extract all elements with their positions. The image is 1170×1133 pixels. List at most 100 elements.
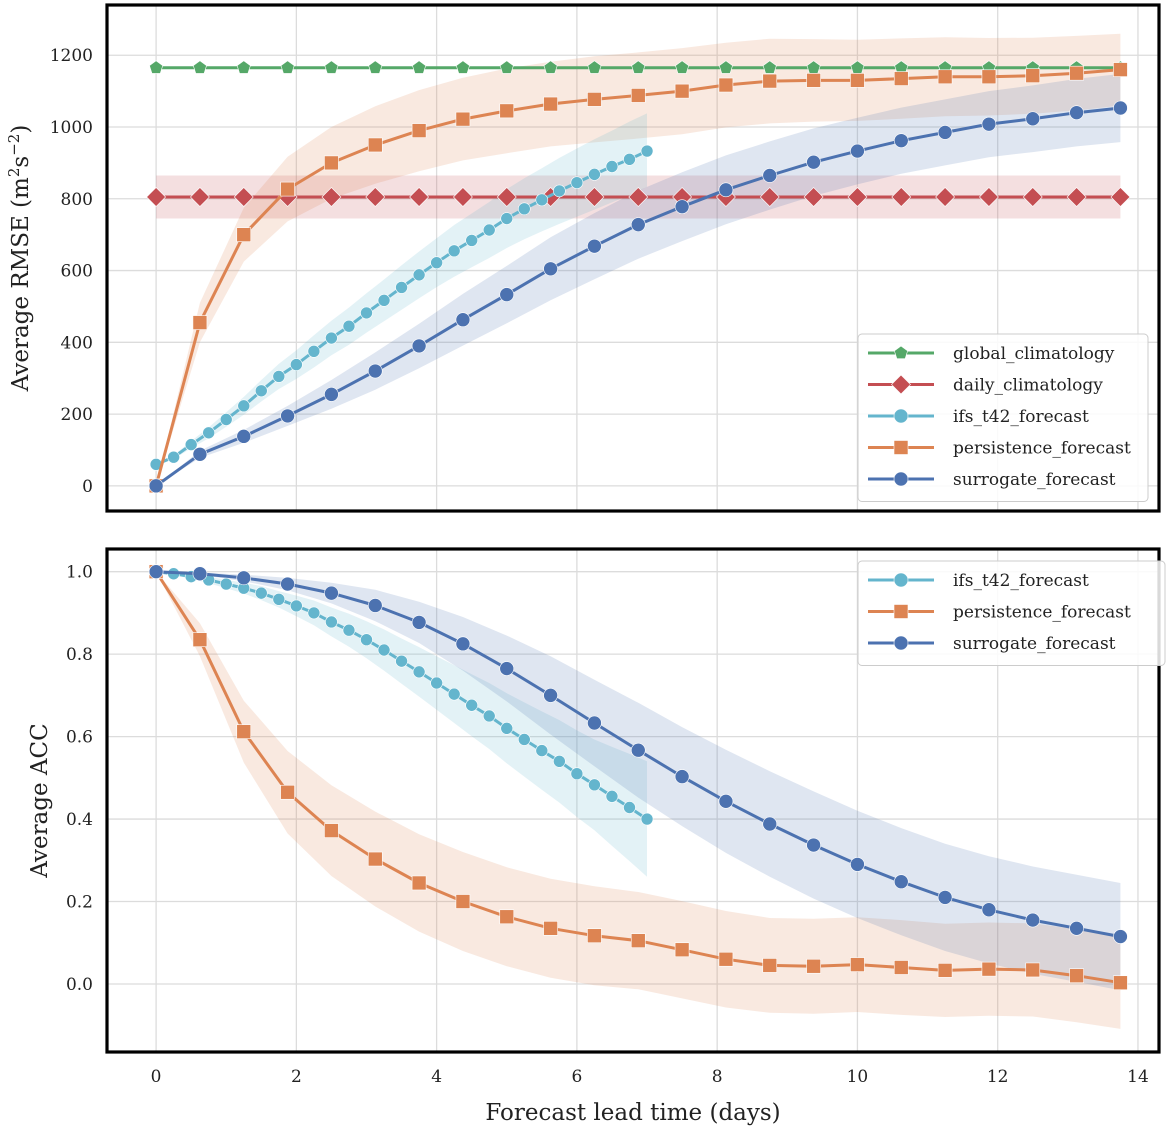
persistence_forecast-point [718,951,734,967]
persistence_forecast-point [543,96,558,112]
surrogate_forecast-point [1113,929,1128,944]
persistence_forecast-point [499,103,515,119]
y-tick-label: 800 [61,190,93,210]
surrogate_forecast-point [280,408,295,424]
daily_climatology-point [584,187,605,207]
legend: ifs_t42_forecast persistence_forecastsurr… [857,560,1166,666]
surrogate_forecast-point [192,446,208,462]
daily_climatology-point [891,187,912,207]
surrogate_forecast-point [236,429,252,444]
y-tick-label: 0.2 [66,893,93,913]
ifs_t42_forecast-point [588,168,601,181]
surrogate_forecast-point [893,133,909,148]
ifs_t42_forecast-point [517,733,531,746]
persistence_forecast-point [893,960,909,975]
surrogate_forecast-point [455,312,471,328]
surrogate_forecast-point [937,125,953,140]
x-tick-label: 4 [431,1067,442,1087]
surrogate_forecast-point [236,570,252,586]
legend-marker [893,345,909,359]
global_climatology-point [762,60,777,74]
acc-panel: 0.0 0.2 0.4 0.6 0.8 1.0 0 2 4 6 8 10 12 14 Average ACC… [27,547,1166,1087]
surrogate_forecast-point [1069,921,1084,936]
y-tick-label: 200 [61,405,93,425]
persistence_forecast-point [236,724,252,739]
legend-marker [893,604,909,619]
persistence_forecast-point [499,909,515,925]
persistence_forecast-point [367,137,383,153]
persistence_forecast-band [156,33,1121,486]
ifs_t42_forecast-point [623,801,636,814]
persistence_forecast-point [587,92,602,107]
surrogate_forecast-point [806,154,821,170]
ifs_t42_forecast-point [447,687,461,701]
y-tick-label: 0.4 [66,810,93,830]
legend-item: surrogate_forecast [868,634,1116,654]
x-tick-label: 0 [151,1067,162,1087]
persistence_forecast-point [1113,975,1128,991]
ifs_t42_forecast-point [325,331,338,345]
ifs_t42_forecast-point [605,790,619,803]
y-tick-label: 1.0 [66,563,93,583]
daily_climatology-point [979,187,999,207]
surrogate_forecast-point [1113,100,1128,116]
x-tick-label: 8 [712,1067,723,1087]
ifs_t42_forecast-point [307,345,321,358]
global_climatology-point [324,60,339,74]
surrogate_forecast-point [674,769,690,784]
global_climatology-point [587,60,602,74]
ifs_t42_forecast-point [202,426,215,440]
daily_climatology-point [628,187,649,207]
legend-item: ifs_t42_forecast [868,407,1089,427]
rmse-panel: 0 200 400 600 800 1000 1200 Average RMSE (m2s−2… [5,3,1161,513]
ifs_t42_forecast-point [254,586,268,600]
ifs_t42_forecast-point [395,654,408,668]
ifs_t42_forecast-point [412,665,426,679]
legend-label: surrogate_forecast [953,634,1116,654]
surrogate_forecast-point [630,742,646,758]
ifs_t42_forecast-point [167,450,180,464]
persistence_forecast-point [280,181,295,197]
y-tick-label: 1000 [50,118,93,138]
surrogate_forecast-point [148,478,164,494]
legend-marker [893,572,909,588]
surrogate_forecast-point [981,116,997,132]
daily_climatology-point [190,187,210,207]
persistence_forecast-point [587,928,602,944]
surrogate_forecast-point [674,199,690,214]
persistence_forecast-point [762,73,778,89]
ifs_t42_forecast-point [184,438,198,451]
persistence_forecast-point [630,933,646,948]
ifs_t42_forecast-point [377,643,391,657]
persistence_forecast-point [981,961,997,977]
ifs_t42_forecast-point [640,144,654,158]
daily_climatology-point [233,187,254,207]
surrogate_forecast-point [718,794,734,809]
legend-item: ifs_t42_forecast [868,571,1089,591]
ifs_t42_forecast-point [307,606,321,620]
persistence_forecast-point [455,894,471,909]
surrogate_forecast-markers [148,100,1128,494]
ifs_t42_forecast-point [447,244,461,258]
persistence_forecast-point [937,963,953,978]
ifs_t42_forecast-point [342,623,356,637]
persistence_forecast-point [543,921,558,936]
plot-frame [105,3,1161,513]
persistence_forecast-point [411,123,427,138]
legend-label: global_climatology [953,344,1115,364]
surrogate_forecast-point [762,168,778,183]
legend: global_climatology daily_climatology ifs_t… [857,333,1149,502]
global_climatology-point [192,60,207,74]
ifs_t42_forecast-markers [149,565,654,826]
legend-box [857,333,1149,502]
ifs_t42_forecast-band [156,571,647,877]
surrogate_forecast-point [718,182,734,198]
surrogate_forecast-point [850,857,865,872]
surrogate_forecast-point [850,143,865,159]
persistence_forecast-point [806,958,821,974]
global_climatology-point [455,60,470,74]
persistence_forecast-band [156,571,1121,1029]
persistence_forecast-point [630,88,646,103]
surrogate_forecast-point [324,387,339,402]
